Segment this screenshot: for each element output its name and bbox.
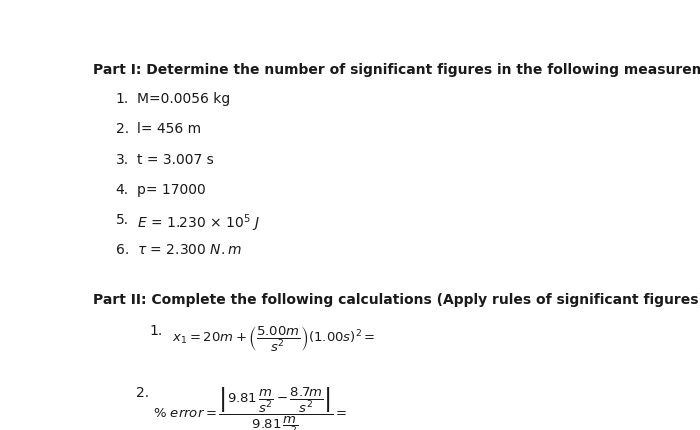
Text: 6.: 6. (116, 243, 129, 257)
Text: 5.: 5. (116, 213, 129, 227)
Text: $E$ = 1.230 $\times$ 10$^5$ $J$: $E$ = 1.230 $\times$ 10$^5$ $J$ (137, 213, 260, 234)
Text: Part II: Complete the following calculations (Apply rules of significant figures: Part II: Complete the following calculat… (93, 293, 700, 307)
Text: $x_1 = 20m + \left(\dfrac{5.00m}{s^2}\right)(1.00s)^2 =$: $x_1 = 20m + \left(\dfrac{5.00m}{s^2}\ri… (172, 324, 375, 353)
Text: $\%\ error = \dfrac{\left|9.81\,\dfrac{m}{s^2} - \dfrac{8.7m}{s^2}\right|}{9.81\: $\%\ error = \dfrac{\left|9.81\,\dfrac{m… (153, 386, 347, 430)
Text: t = 3.007 s: t = 3.007 s (137, 153, 214, 166)
Text: 4.: 4. (116, 183, 129, 197)
Text: M=0.0056 kg: M=0.0056 kg (137, 92, 231, 106)
Text: Part I: Determine the number of significant figures in the following measurement: Part I: Determine the number of signific… (93, 63, 700, 77)
Text: $\tau$ = 2.300 $N.m$: $\tau$ = 2.300 $N.m$ (137, 243, 242, 257)
Text: 1.: 1. (150, 324, 163, 338)
Text: 3.: 3. (116, 153, 129, 166)
Text: l= 456 m: l= 456 m (137, 123, 202, 136)
Text: 1.: 1. (116, 92, 129, 106)
Text: p= 17000: p= 17000 (137, 183, 206, 197)
Text: 2.: 2. (136, 386, 150, 399)
Text: 2.: 2. (116, 123, 129, 136)
